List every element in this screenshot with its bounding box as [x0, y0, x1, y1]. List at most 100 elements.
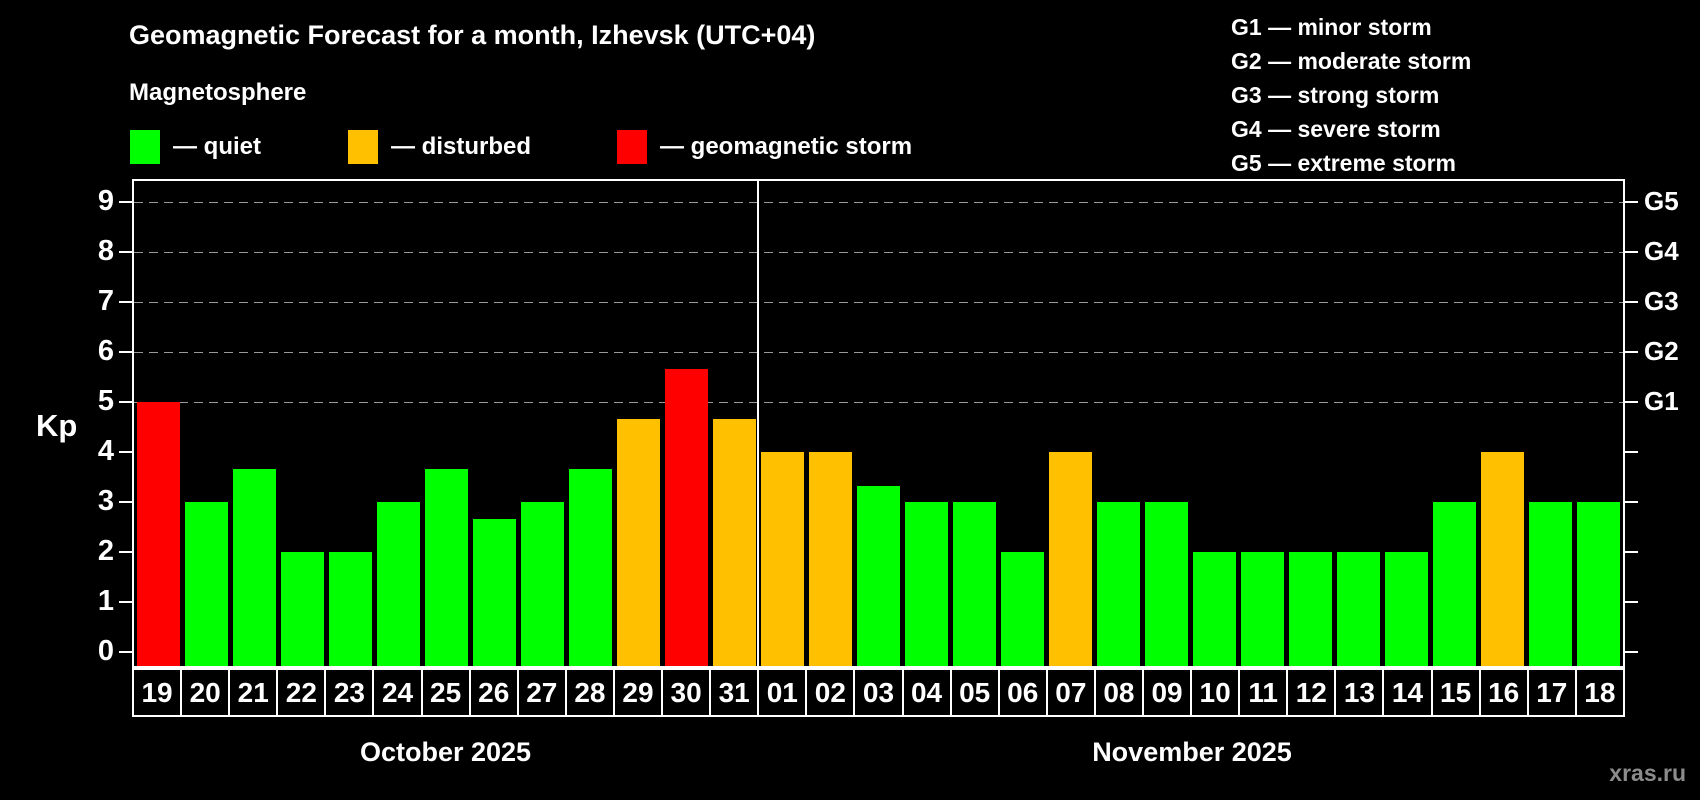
- kp-bar-24: [376, 502, 420, 666]
- month-label-november: November 2025: [1092, 737, 1292, 767]
- watermark: xras.ru: [1609, 760, 1686, 786]
- storm-swatch-icon: [617, 130, 647, 164]
- left-tick-8: [119, 251, 132, 253]
- date-cell-26: 26: [471, 670, 519, 715]
- kp-bar-12: [1289, 552, 1333, 666]
- right-tick-2: [1625, 551, 1638, 553]
- kp-bar-17: [1529, 502, 1573, 666]
- date-cell-17: 17: [1529, 670, 1577, 715]
- right-tick-4: [1625, 451, 1638, 453]
- kp-bar-29: [616, 418, 660, 666]
- date-cell-24: 24: [374, 670, 423, 715]
- kp-bar-03: [856, 485, 900, 666]
- kp-bar-01: [760, 452, 804, 666]
- y-tick-label-7: 7: [97, 285, 114, 317]
- date-cell-14: 14: [1384, 670, 1433, 715]
- g1-legend-line: G1 — minor storm: [1231, 14, 1432, 40]
- date-cell-25: 25: [423, 670, 471, 715]
- date-cell-28: 28: [567, 670, 615, 715]
- right-tick-3: [1625, 501, 1638, 503]
- g-axis-label-g3: G3: [1644, 286, 1679, 316]
- kp-bar-30: [664, 368, 708, 666]
- g3-legend-line: G3 — strong storm: [1231, 82, 1440, 108]
- plot-area: [132, 179, 1625, 668]
- right-tick-6: [1625, 351, 1638, 353]
- kp-bar-22: [280, 552, 324, 666]
- date-cell-05: 05: [952, 670, 1000, 715]
- kp-bar-10: [1193, 552, 1237, 666]
- left-tick-0: [119, 651, 132, 653]
- y-tick-label-5: 5: [97, 385, 114, 417]
- right-tick-7: [1625, 301, 1638, 303]
- left-tick-1: [119, 601, 132, 603]
- left-tick-7: [119, 301, 132, 303]
- date-cell-13: 13: [1336, 670, 1385, 715]
- date-cell-01: 01: [759, 670, 808, 715]
- gridline-kp-7: [134, 302, 1623, 303]
- date-cell-20: 20: [182, 670, 231, 715]
- kp-bar-18: [1577, 502, 1621, 666]
- date-cell-30: 30: [663, 670, 712, 715]
- kp-bar-11: [1241, 552, 1285, 666]
- left-tick-2: [119, 551, 132, 553]
- month-label-october: October 2025: [359, 737, 532, 767]
- kp-bar-07: [1049, 452, 1093, 666]
- y-tick-label-1: 1: [97, 585, 114, 617]
- legend-item-disturbed: — disturbed: [348, 129, 531, 165]
- y-tick-label-2: 2: [97, 535, 114, 567]
- g-axis-label-g4: G4: [1644, 236, 1679, 266]
- g4-legend-line: G4 — severe storm: [1231, 116, 1441, 142]
- left-tick-6: [119, 351, 132, 353]
- kp-bar-13: [1337, 552, 1381, 666]
- y-axis-title: Kp: [36, 408, 78, 443]
- right-tick-5: [1625, 401, 1638, 403]
- magnetosphere-label: Magnetosphere: [129, 79, 307, 106]
- kp-bar-20: [184, 502, 228, 666]
- kp-bar-19: [136, 402, 180, 666]
- g-axis-label-g5: G5: [1644, 186, 1679, 216]
- legend-item-storm: — geomagnetic storm: [617, 129, 912, 165]
- legend-label-disturbed: — disturbed: [391, 133, 532, 160]
- g5-legend-line: G5 — extreme storm: [1231, 150, 1456, 176]
- kp-bar-21: [232, 468, 276, 666]
- date-cell-23: 23: [326, 670, 375, 715]
- legend-label-quiet: — quiet: [173, 133, 261, 160]
- kp-bar-16: [1481, 452, 1525, 666]
- y-tick-label-6: 6: [97, 335, 114, 367]
- kp-bar-08: [1097, 502, 1141, 666]
- date-cell-27: 27: [519, 670, 567, 715]
- kp-bar-04: [905, 502, 949, 666]
- date-cell-06: 06: [1000, 670, 1048, 715]
- y-tick-label-3: 3: [97, 485, 114, 517]
- date-cell-15: 15: [1433, 670, 1481, 715]
- g-axis-label-g2: G2: [1644, 336, 1679, 366]
- date-cell-09: 09: [1144, 670, 1193, 715]
- kp-bar-15: [1433, 502, 1477, 666]
- g-scale-legend: G1 — minor storm G2 — moderate storm G3 …: [1231, 10, 1471, 180]
- date-cell-21: 21: [230, 670, 279, 715]
- date-cell-11: 11: [1240, 670, 1289, 715]
- date-cell-12: 12: [1288, 670, 1337, 715]
- right-tick-1: [1625, 601, 1638, 603]
- disturbed-swatch-icon: [348, 130, 378, 164]
- kp-bar-06: [1001, 552, 1045, 666]
- g-axis-label-g1: G1: [1644, 386, 1679, 416]
- legend-label-storm: — geomagnetic storm: [660, 133, 913, 160]
- month-divider: [757, 181, 760, 666]
- g2-legend-line: G2 — moderate storm: [1231, 48, 1472, 74]
- kp-bar-27: [520, 502, 564, 666]
- kp-bar-26: [472, 518, 516, 666]
- date-cell-07: 07: [1048, 670, 1096, 715]
- kp-bar-28: [568, 468, 612, 666]
- page-title: Geomagnetic Forecast for a month, Izhevs…: [129, 20, 816, 50]
- right-tick-9: [1625, 201, 1638, 203]
- gridline-kp-6: [134, 352, 1623, 353]
- y-tick-label-4: 4: [97, 435, 114, 467]
- y-tick-label-0: 0: [97, 635, 114, 667]
- left-tick-3: [119, 501, 132, 503]
- date-cell-03: 03: [855, 670, 904, 715]
- date-cell-08: 08: [1096, 670, 1144, 715]
- date-cell-18: 18: [1584, 676, 1616, 708]
- gridline-kp-8: [134, 252, 1623, 253]
